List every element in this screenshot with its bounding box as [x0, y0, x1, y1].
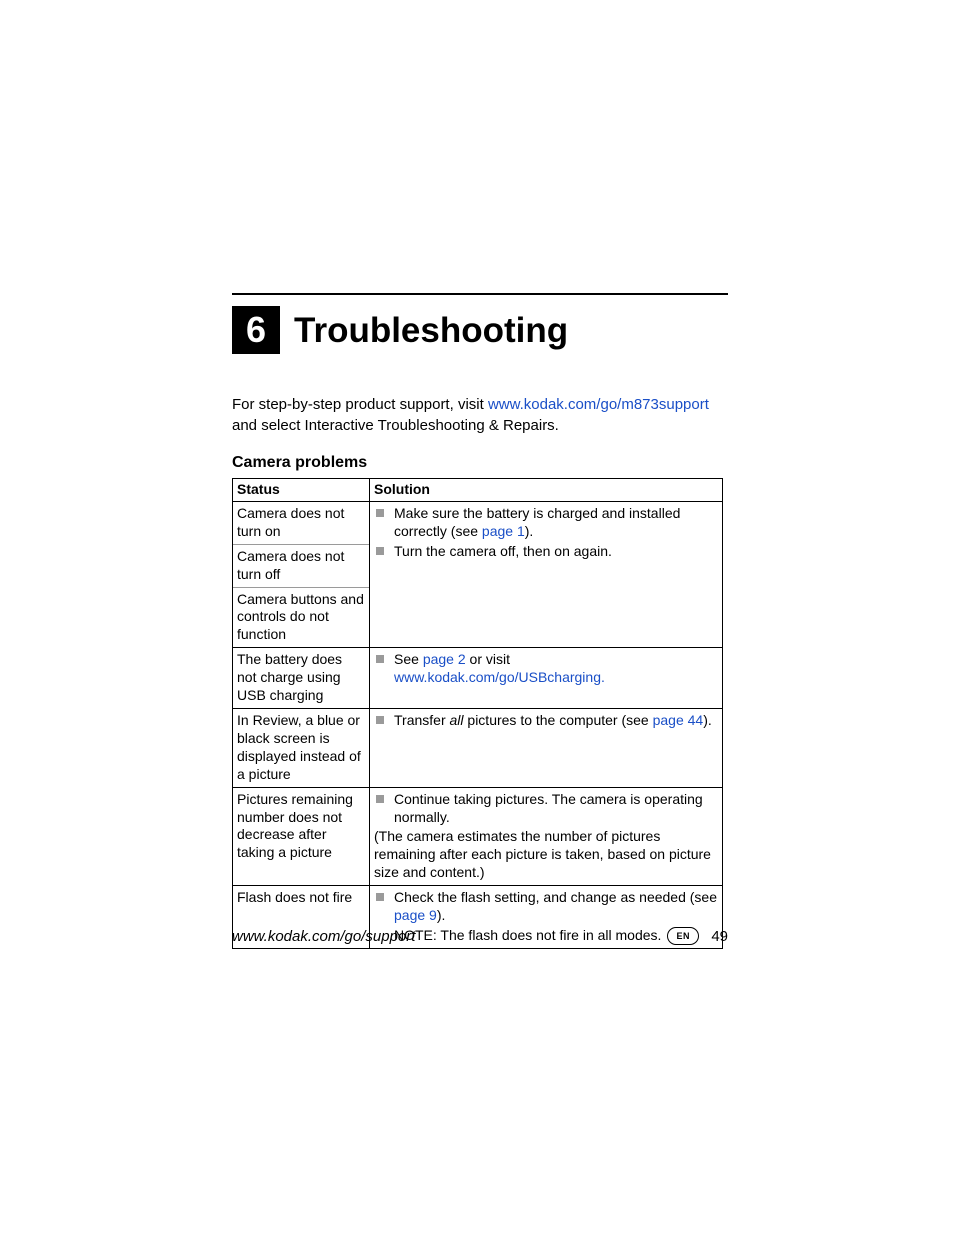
- top-rule: [232, 293, 728, 295]
- status-cell: Camera buttons and controls do not funct…: [233, 587, 370, 648]
- external-link[interactable]: www.kodak.com/go/USBcharging.: [394, 669, 605, 685]
- status-cell: Camera does not turn off: [233, 544, 370, 587]
- solution-cell: Transfer all pictures to the computer (s…: [370, 708, 723, 787]
- table-row: Camera does not turn on Make sure the ba…: [233, 501, 723, 544]
- status-cell: Pictures remaining number does not decre…: [233, 787, 370, 886]
- support-link[interactable]: www.kodak.com/go/m873support: [488, 396, 709, 413]
- square-bullet-icon: [376, 795, 384, 803]
- bullet-text: Continue taking pictures. The camera is …: [394, 791, 718, 827]
- troubleshooting-table: Status Solution Camera does not turn on …: [232, 478, 723, 949]
- bullet-item: Turn the camera off, then on again.: [374, 543, 718, 561]
- chapter-title: Troubleshooting: [294, 313, 568, 348]
- bullet-text: Make sure the battery is charged and ins…: [394, 505, 718, 541]
- intro-text-before: For step-by-step product support, visit: [232, 396, 488, 413]
- header-solution: Solution: [370, 479, 723, 502]
- solution-text: or visit: [466, 651, 510, 667]
- solution-text: ).: [703, 712, 712, 728]
- solution-text: pictures to the computer (see: [464, 712, 653, 728]
- page-number: 49: [711, 928, 728, 945]
- footer-right: EN 49: [667, 927, 728, 945]
- table-row: Pictures remaining number does not decre…: [233, 787, 723, 886]
- page-footer: www.kodak.com/go/support EN 49: [232, 927, 728, 945]
- solution-text: Transfer: [394, 712, 450, 728]
- bullet-item: See page 2 or visit www.kodak.com/go/USB…: [374, 651, 718, 687]
- page-link[interactable]: page 1: [482, 523, 525, 539]
- table-row: The battery does not charge using USB ch…: [233, 648, 723, 709]
- table-row: In Review, a blue or black screen is dis…: [233, 708, 723, 787]
- bullet-text: Turn the camera off, then on again.: [394, 543, 718, 561]
- solution-text: ).: [525, 523, 534, 539]
- intro-text-after: and select Interactive Troubleshooting &…: [232, 417, 559, 434]
- bullet-item: Make sure the battery is charged and ins…: [374, 505, 718, 541]
- bullet-text: See page 2 or visit www.kodak.com/go/USB…: [394, 651, 718, 687]
- solution-cell: See page 2 or visit www.kodak.com/go/USB…: [370, 648, 723, 709]
- solution-text: Make sure the battery is charged and ins…: [394, 505, 680, 539]
- manual-page: 6 Troubleshooting For step-by-step produ…: [0, 0, 954, 1235]
- page-link[interactable]: page 44: [653, 712, 704, 728]
- status-cell: The battery does not charge using USB ch…: [233, 648, 370, 709]
- chapter-number-box: 6: [232, 306, 280, 354]
- header-status: Status: [233, 479, 370, 502]
- solution-cell: Make sure the battery is charged and ins…: [370, 501, 723, 647]
- bullet-item: Check the flash setting, and change as n…: [374, 889, 718, 925]
- status-cell: In Review, a blue or black screen is dis…: [233, 708, 370, 787]
- square-bullet-icon: [376, 509, 384, 517]
- square-bullet-icon: [376, 547, 384, 555]
- solution-text: (The camera estimates the number of pict…: [374, 828, 718, 882]
- bullet-text: Check the flash setting, and change as n…: [394, 889, 718, 925]
- square-bullet-icon: [376, 655, 384, 663]
- chapter-heading: 6 Troubleshooting: [232, 306, 728, 354]
- italic-text: all: [450, 712, 464, 728]
- solution-cell: Continue taking pictures. The camera is …: [370, 787, 723, 886]
- status-cell: Camera does not turn on: [233, 501, 370, 544]
- bullet-text: Transfer all pictures to the computer (s…: [394, 712, 718, 730]
- language-badge: EN: [667, 927, 699, 945]
- section-subhead: Camera problems: [232, 454, 728, 472]
- page-link[interactable]: page 9: [394, 907, 437, 923]
- square-bullet-icon: [376, 893, 384, 901]
- bullet-item: Continue taking pictures. The camera is …: [374, 791, 718, 827]
- solution-text: See: [394, 651, 423, 667]
- table-header-row: Status Solution: [233, 479, 723, 502]
- intro-paragraph: For step-by-step product support, visit …: [232, 394, 728, 436]
- page-link[interactable]: page 2: [423, 651, 466, 667]
- bullet-item: Transfer all pictures to the computer (s…: [374, 712, 718, 730]
- solution-text: ).: [437, 907, 446, 923]
- solution-text: Check the flash setting, and change as n…: [394, 889, 717, 905]
- footer-url: www.kodak.com/go/support: [232, 928, 415, 945]
- square-bullet-icon: [376, 716, 384, 724]
